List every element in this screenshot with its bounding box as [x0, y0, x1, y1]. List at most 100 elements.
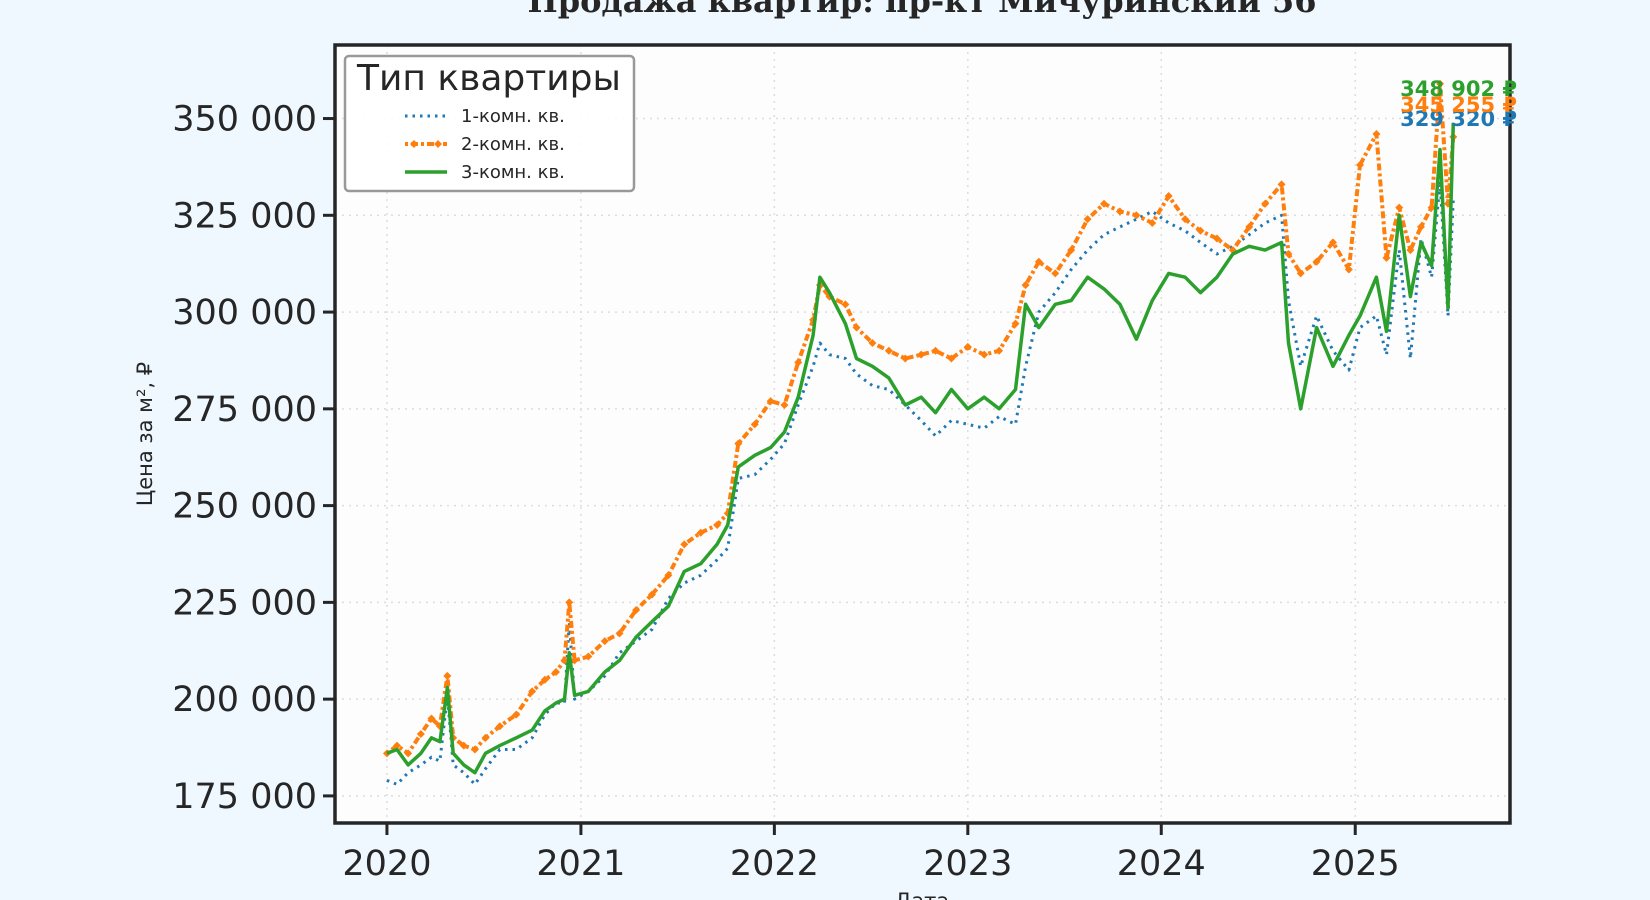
series-point	[884, 346, 893, 355]
end-value-label-3: 348 902 ₽	[1400, 77, 1517, 101]
series-point	[632, 606, 641, 615]
end-value-label-2: 345 255 ₽	[1400, 93, 1517, 117]
series-point	[552, 668, 561, 677]
x-tick-label: 2021	[536, 844, 625, 884]
series-point	[1312, 257, 1321, 266]
series-point	[1011, 319, 1020, 328]
series-point	[1196, 226, 1205, 235]
series-point	[443, 671, 452, 680]
series-point	[1328, 238, 1337, 247]
series-point	[565, 598, 574, 607]
series-point	[1344, 265, 1353, 274]
series-point	[995, 346, 1004, 355]
series-point	[931, 346, 940, 355]
series-point	[1416, 222, 1425, 231]
end-value-label-1: 329 320 ₽	[1400, 107, 1517, 131]
series-point	[615, 629, 624, 638]
series-point	[1164, 191, 1173, 200]
y-tick-label: 250 000	[172, 487, 317, 527]
series-point	[470, 745, 479, 754]
series-layer	[382, 79, 1458, 786]
x-tick-label: 2023	[923, 844, 1012, 884]
legend: Тип квартиры 1-комн. кв. 2-комн. кв. 3-ком…	[343, 54, 636, 193]
series-1	[386, 179, 1455, 786]
series-point	[481, 733, 490, 742]
series-point	[1115, 207, 1124, 216]
series-point	[794, 358, 803, 367]
series-point	[1406, 246, 1415, 255]
series-line-3	[386, 122, 1456, 775]
series-point	[841, 300, 850, 309]
series-point	[1132, 211, 1141, 220]
legend-items: 1-комн. кв. 2-комн. кв. 3-комн. кв.	[405, 106, 565, 183]
y-tick-label: 225 000	[172, 583, 317, 623]
series-point	[1148, 219, 1157, 228]
series-point	[560, 656, 569, 665]
x-tick-label: 2020	[342, 844, 431, 884]
y-axis: 175 000 200 000 225 000 250 000 275 000 300 0…	[172, 100, 335, 817]
series-point	[540, 675, 549, 684]
chart-title: Продажа квартир: пр-кт Мичуринский 56	[527, 0, 1316, 20]
series-3	[386, 122, 1456, 775]
series-point	[647, 590, 656, 599]
series-2	[382, 79, 1458, 758]
series-point	[766, 397, 775, 406]
series-point	[495, 722, 504, 731]
legend-box	[343, 54, 636, 193]
series-point	[512, 710, 521, 719]
series-point	[1436, 79, 1445, 88]
series-point	[980, 350, 989, 359]
series-point	[416, 729, 425, 738]
series-point	[404, 749, 413, 758]
series-point	[947, 354, 956, 363]
legend-swatch-marker	[434, 140, 442, 148]
series-point	[1261, 199, 1270, 208]
series-point	[713, 520, 722, 529]
series-point	[1051, 269, 1060, 278]
x-tick-label: 2022	[730, 844, 819, 884]
legend-swatch-marker	[410, 140, 418, 148]
series-point	[1277, 180, 1286, 189]
y-tick-label: 300 000	[172, 293, 317, 333]
series-point	[868, 339, 877, 348]
series-point	[664, 571, 673, 580]
series-point	[750, 420, 759, 429]
plot-frame	[333, 43, 1512, 825]
series-point	[901, 354, 910, 363]
series-point	[734, 439, 743, 448]
series-point	[459, 741, 468, 750]
series-point	[1083, 215, 1092, 224]
series-point	[1382, 253, 1391, 262]
series-point	[780, 400, 789, 409]
series-point	[600, 637, 609, 646]
series-point	[1395, 203, 1404, 212]
legend-label-2: 2-комн. кв.	[461, 134, 565, 155]
series-point	[1245, 222, 1254, 231]
series-point	[427, 714, 436, 723]
series-point	[1100, 199, 1109, 208]
x-tick-label: 2025	[1311, 844, 1400, 884]
series-point	[1034, 257, 1043, 266]
series-point	[1181, 215, 1190, 224]
legend-title: Тип квартиры	[356, 58, 621, 99]
series-point	[393, 741, 402, 750]
series-point	[852, 323, 861, 332]
series-point	[963, 342, 972, 351]
x-axis: 2020 2021 2022 2023 2024 2025	[342, 823, 1400, 884]
series-point	[1021, 280, 1030, 289]
series-point	[1372, 130, 1381, 139]
series-point	[696, 528, 705, 537]
series-point	[917, 350, 926, 359]
x-tick-label: 2024	[1117, 844, 1206, 884]
y-tick-label: 175 000	[172, 777, 317, 817]
series-point	[680, 540, 689, 549]
series-point	[1356, 160, 1365, 169]
series-point	[1067, 246, 1076, 255]
series-point	[1427, 203, 1436, 212]
y-tick-label: 350 000	[172, 100, 317, 140]
series-point	[1284, 250, 1293, 259]
series-point	[528, 687, 537, 696]
series-point	[1212, 234, 1221, 243]
y-tick-label: 325 000	[172, 196, 317, 236]
